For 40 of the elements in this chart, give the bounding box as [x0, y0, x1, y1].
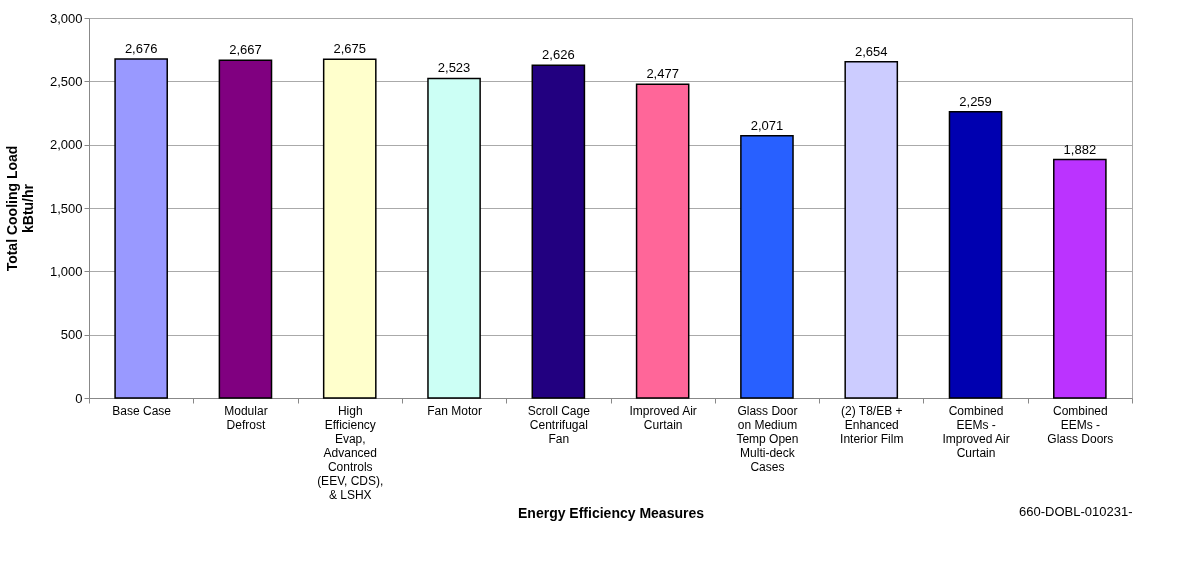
x-tick-label: (2) T8/EB + Enhanced Interior Film [840, 403, 904, 446]
bar [114, 58, 168, 399]
y-tick-label: 3,000 [49, 10, 83, 26]
x-tick-label: High Efficiency Evap, Advanced Controls (EEV, CDS), & LSHX [317, 403, 384, 502]
y-tick-label: 1,500 [49, 200, 83, 216]
text: 660-DOBL-010231- [1019, 504, 1133, 519]
data-label: 2,071 [750, 117, 784, 133]
y-tick-label: 2,000 [49, 137, 83, 153]
data-label: 2,667 [229, 42, 262, 58]
data-label: 2,654 [854, 43, 888, 59]
bar [531, 64, 586, 399]
y-tick-label: 1,000 [49, 263, 83, 279]
data-label: 2,626 [542, 47, 575, 63]
bar [322, 58, 377, 399]
bar [427, 77, 481, 399]
x-tick-label: Combined EEMs - Glass Doors [1047, 403, 1114, 446]
bar [948, 111, 1003, 399]
data-label: 2,259 [959, 93, 992, 109]
y-tick-label: 0 [75, 390, 83, 406]
x-tick-label: Improved Air Curtain [629, 403, 697, 432]
x-tick-label: Glass Door on Medium Temp Open Multi-deck Cases [736, 403, 799, 474]
x-tick-label: Modular Defrost [224, 403, 268, 432]
bar [635, 83, 690, 399]
data-label: 2,477 [646, 66, 679, 82]
data-label: 2,675 [333, 41, 367, 57]
bar [1053, 158, 1107, 399]
bar [218, 59, 273, 399]
x-tick-label: Scroll Cage Centrifugal Fan [527, 403, 591, 446]
y-tick-label: 500 [60, 327, 83, 343]
bar [740, 134, 794, 399]
data-label: 2,676 [124, 41, 158, 57]
x-tick-label: Fan Motor [427, 403, 482, 418]
x-axis-title: Energy Efficiency Measures [518, 504, 705, 521]
data-label: 1,882 [1063, 141, 1097, 157]
x-tick-label: Base Case [112, 403, 172, 418]
y-tick-label: 2,500 [49, 73, 83, 89]
y-axis-title: Total Cooling Load kBtu/hr [3, 145, 36, 272]
data-label: 2,523 [437, 60, 471, 76]
bar [844, 61, 899, 399]
x-tick-label: Combined EEMs - Improved Air Curtain [942, 403, 1010, 460]
